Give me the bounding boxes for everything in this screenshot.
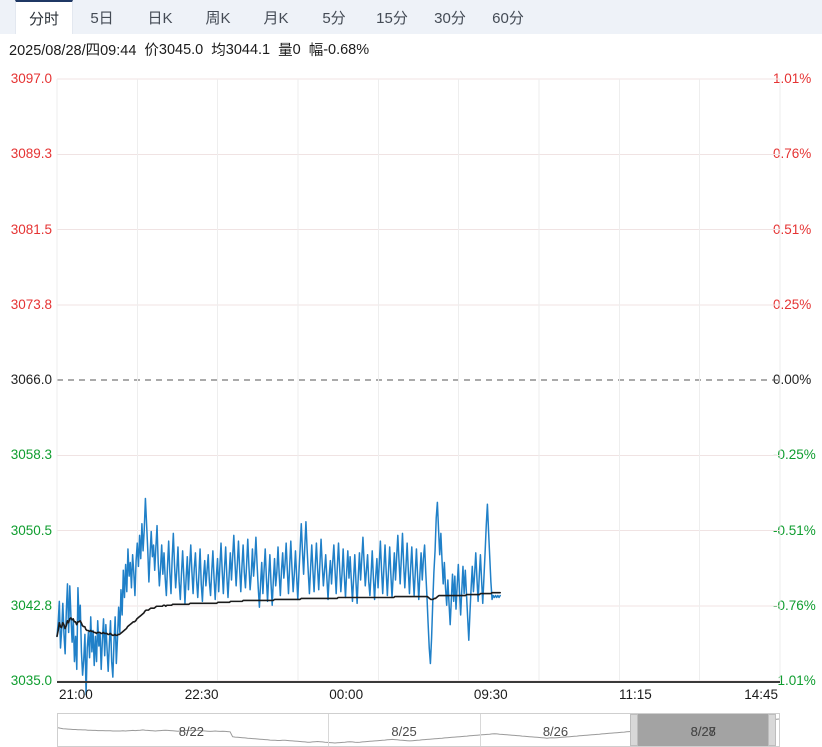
price-tick-8: 3035.0 bbox=[10, 673, 52, 688]
time-axis: 21:00 22:30 00:00 09:30 11:15 14:45 bbox=[57, 681, 780, 711]
period-tabbar: 分时 5日 日K 周K 月K 5分 15分 30分 60分 bbox=[0, 0, 822, 35]
percent-tick-5: -0.25% bbox=[773, 447, 816, 463]
tab-2[interactable]: 日K bbox=[131, 0, 189, 34]
percent-tick-0: 1.01% bbox=[773, 71, 812, 86]
price-line-svg bbox=[56, 78, 781, 696]
percent-axis-right: 1.01% 0.76% 0.51% 0.25% 0.00% -0.25% -0.51% -0.… bbox=[765, 65, 822, 687]
time-tick-5: 14:45 bbox=[744, 687, 778, 702]
navigator-handle-right[interactable] bbox=[768, 714, 777, 746]
tab-8[interactable]: 60分 bbox=[479, 0, 537, 34]
quote-price-label: 价 bbox=[144, 43, 159, 59]
chart-area: 3097.0 3089.3 3081.5 3073.8 3066.0 3058.3 3050… bbox=[0, 65, 822, 747]
tab-7[interactable]: 30分 bbox=[421, 0, 479, 34]
price-tick-5: 3058.3 bbox=[10, 447, 52, 463]
price-axis-left: 3097.0 3089.3 3081.5 3073.8 3066.0 3058.3 3050… bbox=[0, 65, 57, 687]
tab-3[interactable]: 周K bbox=[189, 0, 247, 34]
navigator-date-label-1[interactable]: 8/25 bbox=[391, 724, 417, 739]
tab-label: 日K bbox=[147, 9, 173, 27]
tab-label: 5日 bbox=[90, 9, 114, 27]
tab-0[interactable]: 分时 bbox=[15, 0, 73, 34]
price-tick-1: 3089.3 bbox=[10, 146, 52, 162]
percent-tick-1: 0.76% bbox=[773, 146, 812, 162]
quote-average-value: 3044.1 bbox=[225, 41, 271, 58]
price-tick-0: 3097.0 bbox=[10, 71, 52, 86]
price-tick-2: 3081.5 bbox=[10, 221, 52, 237]
tab-6[interactable]: 15分 bbox=[363, 0, 421, 34]
percent-tick-2: 0.51% bbox=[773, 221, 812, 237]
tab-label: 15分 bbox=[376, 9, 408, 27]
price-tick-4: 3066.0 bbox=[10, 372, 52, 387]
time-tick-0: 21:00 bbox=[59, 687, 93, 702]
percent-tick-6: -0.51% bbox=[773, 522, 816, 538]
quote-price-value: 3045.0 bbox=[158, 41, 204, 58]
tab-label: 月K bbox=[263, 9, 289, 27]
navigator-date-label-3[interactable]: 8/27 bbox=[690, 724, 716, 739]
tab-label: 30分 bbox=[434, 9, 466, 27]
plot-canvas[interactable] bbox=[56, 78, 781, 696]
price-tick-7: 3042.8 bbox=[10, 597, 52, 613]
price-tick-3: 3073.8 bbox=[10, 296, 52, 312]
quote-volume-value: 0 bbox=[292, 41, 301, 58]
tab-label: 5分 bbox=[322, 9, 346, 27]
navigator-separator-0 bbox=[328, 714, 330, 746]
navigator-handle-left[interactable] bbox=[630, 714, 639, 746]
quote-volume-label: 量 bbox=[278, 43, 293, 59]
time-tick-3: 09:30 bbox=[473, 687, 508, 702]
percent-tick-4: 0.00% bbox=[773, 372, 812, 387]
time-tick-2: 00:00 bbox=[329, 687, 364, 702]
navigator-separator-1 bbox=[479, 714, 481, 746]
time-tick-1: 22:30 bbox=[184, 687, 219, 702]
tab-label: 周K bbox=[205, 9, 231, 27]
price-line bbox=[56, 497, 501, 696]
quote-datetime: 2025/08/28/四09:44 bbox=[9, 43, 137, 59]
date-range-navigator[interactable]: 8/28 8/22 8/25 8/26 8/27 bbox=[57, 713, 780, 747]
tab-4[interactable]: 月K bbox=[247, 0, 305, 34]
tab-1[interactable]: 5日 bbox=[73, 0, 131, 34]
quote-change-label: 幅 bbox=[308, 43, 324, 59]
navigator-date-label-0[interactable]: 8/22 bbox=[178, 724, 205, 739]
quote-change-value: -0.68% bbox=[323, 41, 370, 58]
navigator-date-label-2[interactable]: 8/26 bbox=[542, 724, 569, 739]
time-tick-4: 11:15 bbox=[619, 687, 652, 702]
percent-tick-3: 0.25% bbox=[773, 296, 812, 312]
tab-5[interactable]: 5分 bbox=[305, 0, 363, 34]
percent-tick-7: -0.76% bbox=[773, 597, 816, 613]
average-line bbox=[56, 591, 502, 638]
price-tick-6: 3050.5 bbox=[10, 522, 52, 538]
tab-label: 60分 bbox=[492, 9, 524, 27]
quote-average-label: 均 bbox=[211, 43, 226, 59]
tab-label: 分时 bbox=[28, 10, 59, 28]
quote-info-bar: 2025/08/28/四09:44 价 3045.0 均 3044.1 量 0 … bbox=[0, 34, 822, 65]
